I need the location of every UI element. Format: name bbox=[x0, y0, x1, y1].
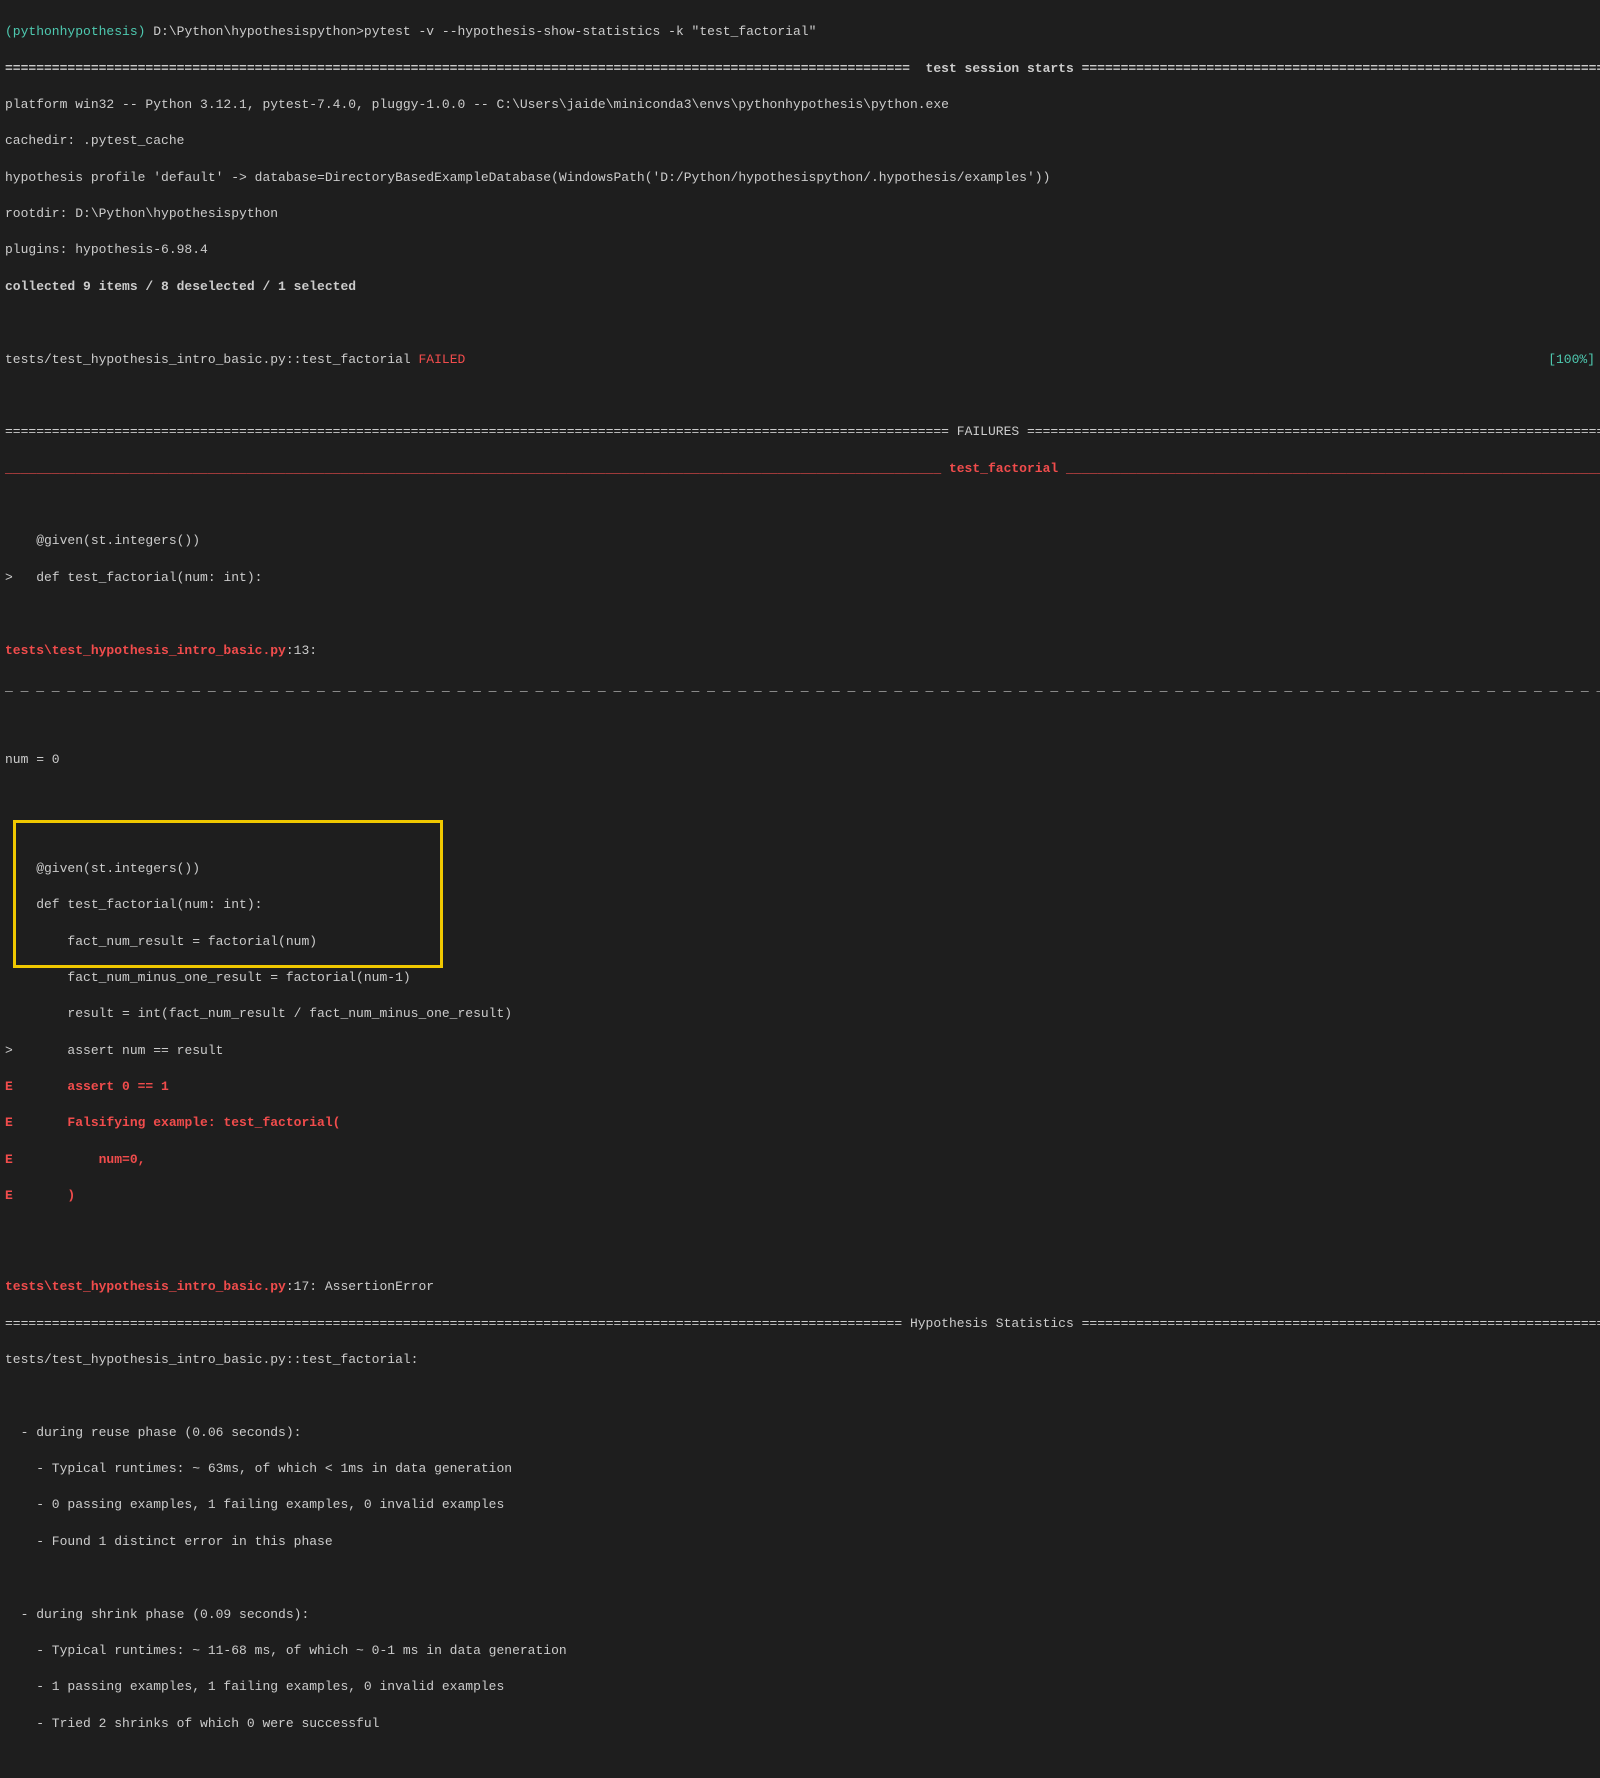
blank-10 bbox=[5, 1751, 1595, 1769]
blank-5 bbox=[5, 714, 1595, 732]
code-prefix-7: E bbox=[5, 1079, 13, 1094]
source-line: :13: bbox=[286, 643, 317, 658]
blank-1 bbox=[5, 314, 1595, 332]
blank-9 bbox=[5, 1569, 1595, 1587]
traceback-line-1: @given(st.integers()) bbox=[5, 532, 1595, 550]
source-location-2: tests\test_hypothesis_intro_basic.py:17:… bbox=[5, 1278, 1595, 1296]
trace-line: def test_factorial(num: int): bbox=[13, 570, 263, 585]
stats-separator: ========================================… bbox=[5, 1315, 1595, 1333]
code-prefix-6: > bbox=[5, 1043, 13, 1058]
command-text: pytest -v --hypothesis-show-statistics -… bbox=[364, 24, 816, 39]
blank-7 bbox=[5, 1242, 1595, 1260]
stats-reuse-1: - Typical runtimes: ~ 63ms, of which < 1… bbox=[5, 1460, 1595, 1478]
stats-reuse-header: - during reuse phase (0.06 seconds): bbox=[5, 1424, 1595, 1442]
stats-reuse-3: - Found 1 distinct error in this phase bbox=[5, 1533, 1595, 1551]
plugins-info: plugins: hypothesis-6.98.4 bbox=[5, 241, 1595, 259]
source-path-2: tests\test_hypothesis_intro_basic.py bbox=[5, 1279, 286, 1294]
test-name-underline: ________________________________________… bbox=[5, 460, 1595, 478]
blank-3 bbox=[5, 496, 1595, 514]
code-text-10: ) bbox=[13, 1188, 75, 1203]
cachedir-info: cachedir: .pytest_cache bbox=[5, 132, 1595, 150]
code-line-8: E Falsifying example: test_factorial( bbox=[5, 1114, 1595, 1132]
rootdir-info: rootdir: D:\Python\hypothesispython bbox=[5, 205, 1595, 223]
code-text-8: Falsifying example: test_factorial( bbox=[13, 1115, 341, 1130]
failures-label: FAILURES bbox=[949, 424, 1027, 439]
dash-separator: _ _ _ _ _ _ _ _ _ _ _ _ _ _ _ _ _ _ _ _ … bbox=[5, 678, 1595, 696]
source-line-2: :17: AssertionError bbox=[286, 1279, 434, 1294]
test-status-failed: FAILED bbox=[418, 352, 465, 367]
source-location-1: tests\test_hypothesis_intro_basic.py:13: bbox=[5, 642, 1595, 660]
num-var: num = 0 bbox=[5, 751, 1595, 769]
test-path: tests/test_hypothesis_intro_basic.py::te… bbox=[5, 352, 411, 367]
stats-reuse-2: - 0 passing examples, 1 failing examples… bbox=[5, 1496, 1595, 1514]
prompt-line-1[interactable]: (pythonhypothesis) D:\Python\hypothesisp… bbox=[5, 23, 1595, 41]
code-text-7: assert 0 == 1 bbox=[13, 1079, 169, 1094]
code-highlight-box bbox=[13, 820, 443, 968]
path-text: D:\Python\hypothesispython> bbox=[153, 24, 364, 39]
session-label: test session starts bbox=[918, 61, 1082, 76]
stats-shrink-header: - during shrink phase (0.09 seconds): bbox=[5, 1606, 1595, 1624]
session-separator: ========================================… bbox=[5, 60, 1595, 78]
code-line-4: fact_num_minus_one_result = factorial(nu… bbox=[5, 969, 1595, 987]
hypothesis-profile: hypothesis profile 'default' -> database… bbox=[5, 169, 1595, 187]
trace-prefix: > bbox=[5, 570, 13, 585]
stats-shrink-2: - 1 passing examples, 1 failing examples… bbox=[5, 1678, 1595, 1696]
code-line-7: E assert 0 == 1 bbox=[5, 1078, 1595, 1096]
percent-text: [100%] bbox=[1548, 351, 1595, 369]
code-prefix-8: E bbox=[5, 1115, 13, 1130]
blank-4 bbox=[5, 605, 1595, 623]
failures-separator: ========================================… bbox=[5, 423, 1595, 441]
platform-info: platform win32 -- Python 3.12.1, pytest-… bbox=[5, 96, 1595, 114]
blank-2 bbox=[5, 387, 1595, 405]
code-line-5: result = int(fact_num_result / fact_num_… bbox=[5, 1005, 1595, 1023]
code-line-9: E num=0, bbox=[5, 1151, 1595, 1169]
source-path: tests\test_hypothesis_intro_basic.py bbox=[5, 643, 286, 658]
blank-6 bbox=[5, 787, 1595, 805]
code-line-6: > assert num == result bbox=[5, 1042, 1595, 1060]
stats-shrink-1: - Typical runtimes: ~ 11-68 ms, of which… bbox=[5, 1642, 1595, 1660]
traceback-line-2: > def test_factorial(num: int): bbox=[5, 569, 1595, 587]
terminal-output: (pythonhypothesis) D:\Python\hypothesisp… bbox=[5, 5, 1595, 1778]
code-line-10: E ) bbox=[5, 1187, 1595, 1205]
test-result-line: tests/test_hypothesis_intro_basic.py::te… bbox=[5, 351, 1595, 369]
code-prefix-9: E bbox=[5, 1152, 13, 1167]
test-fn-name: test_factorial bbox=[941, 461, 1066, 476]
code-text-9: num=0, bbox=[13, 1152, 146, 1167]
stats-test-path: tests/test_hypothesis_intro_basic.py::te… bbox=[5, 1351, 1595, 1369]
collected-info: collected 9 items / 8 deselected / 1 sel… bbox=[5, 278, 1595, 296]
env-prefix: (pythonhypothesis) bbox=[5, 24, 145, 39]
code-prefix-10: E bbox=[5, 1188, 13, 1203]
blank-8 bbox=[5, 1387, 1595, 1405]
stats-shrink-3: - Tried 2 shrinks of which 0 were succes… bbox=[5, 1715, 1595, 1733]
stats-label: Hypothesis Statistics bbox=[902, 1316, 1081, 1331]
code-text-6: assert num == result bbox=[13, 1043, 224, 1058]
